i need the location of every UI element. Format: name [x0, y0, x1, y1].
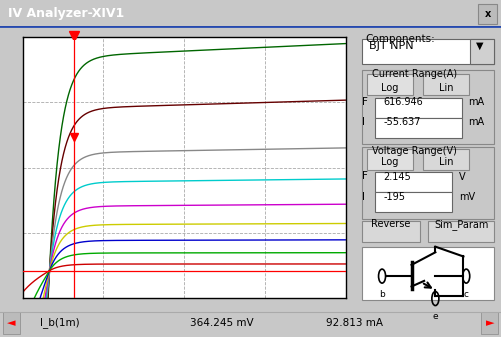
FancyBboxPatch shape: [375, 192, 452, 212]
Text: 616.946: 616.946: [383, 97, 423, 107]
Bar: [0, 26, 501, 28]
Bar: [0, 27, 501, 28]
Text: 92.813 mA: 92.813 mA: [326, 318, 383, 328]
Text: mV: mV: [459, 192, 475, 202]
Text: IV Analyzer-XIV1: IV Analyzer-XIV1: [8, 7, 124, 21]
Text: Current Range(A): Current Range(A): [372, 69, 457, 79]
FancyBboxPatch shape: [478, 4, 497, 24]
Text: Log: Log: [381, 157, 398, 167]
Bar: [0, 27, 501, 29]
Text: ▼: ▼: [476, 40, 483, 51]
FancyBboxPatch shape: [375, 97, 462, 118]
Text: Log: Log: [381, 83, 398, 93]
Bar: [0, 27, 501, 29]
FancyBboxPatch shape: [423, 149, 469, 170]
Text: 2.145: 2.145: [383, 172, 411, 182]
Text: -195: -195: [383, 192, 405, 202]
FancyBboxPatch shape: [423, 74, 469, 95]
Text: ◄: ◄: [7, 318, 15, 328]
FancyBboxPatch shape: [375, 118, 462, 138]
FancyBboxPatch shape: [428, 221, 494, 242]
Text: Lin: Lin: [439, 83, 453, 93]
Bar: [0, 26, 501, 28]
FancyBboxPatch shape: [362, 247, 494, 300]
Bar: [0, 26, 501, 27]
Text: c: c: [464, 289, 469, 299]
Text: Reverse: Reverse: [372, 219, 411, 229]
Text: mA: mA: [467, 97, 484, 107]
Text: BJT NPN: BJT NPN: [369, 40, 414, 51]
Text: b: b: [379, 289, 385, 299]
Text: F: F: [362, 171, 368, 181]
FancyBboxPatch shape: [481, 312, 498, 334]
Text: 364.245 mV: 364.245 mV: [190, 318, 254, 328]
Text: Lin: Lin: [439, 157, 453, 167]
Bar: [0, 26, 501, 27]
Text: e: e: [432, 312, 438, 321]
Bar: [0, 27, 501, 28]
Bar: [0, 27, 501, 28]
Text: -55.637: -55.637: [383, 117, 421, 127]
FancyBboxPatch shape: [3, 312, 20, 334]
Bar: [0, 26, 501, 28]
Text: Sim_Param: Sim_Param: [434, 219, 488, 230]
Bar: [0, 27, 501, 28]
Text: I: I: [362, 192, 365, 202]
Bar: [0, 27, 501, 28]
Text: Voltage Range(V): Voltage Range(V): [372, 146, 457, 156]
Text: I: I: [362, 117, 365, 127]
FancyBboxPatch shape: [367, 74, 413, 95]
Bar: [0, 27, 501, 28]
Text: Components:: Components:: [365, 34, 435, 43]
FancyBboxPatch shape: [375, 172, 452, 192]
Bar: [0, 26, 501, 28]
Text: V: V: [459, 172, 466, 182]
Text: ►: ►: [486, 318, 494, 328]
Text: F: F: [362, 97, 368, 107]
Bar: [0, 27, 501, 28]
Bar: [0, 27, 501, 28]
FancyBboxPatch shape: [367, 149, 413, 170]
FancyBboxPatch shape: [470, 39, 494, 64]
Bar: [0, 27, 501, 28]
Bar: [0, 27, 501, 29]
Text: mA: mA: [467, 117, 484, 127]
Text: x: x: [485, 9, 491, 19]
Bar: [0, 26, 501, 28]
FancyBboxPatch shape: [362, 39, 494, 64]
FancyBboxPatch shape: [362, 221, 420, 242]
Text: I_b(1m): I_b(1m): [40, 317, 80, 328]
Bar: [0, 26, 501, 28]
